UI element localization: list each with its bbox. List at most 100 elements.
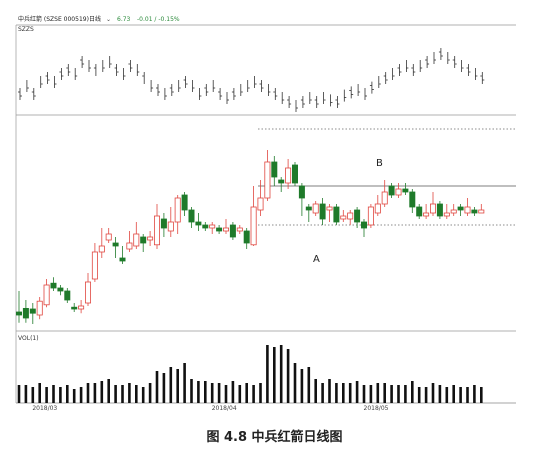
figure-caption: 图 4.8 中兵红箭日线图 [206,430,343,445]
candle-body [257,197,264,211]
candle-body [347,212,354,220]
candle-body [298,185,305,199]
candle-body [105,233,112,241]
volume-bar [107,379,110,403]
candle-body [188,209,195,223]
candle-body [126,242,133,250]
volume-bar [197,381,200,403]
x-tick-label: 2018/04 [212,405,237,412]
volume-bar [24,385,28,403]
candle-body [133,233,140,247]
volume-bar [79,387,83,403]
candle-body [71,306,78,310]
candle-body [340,215,347,220]
volume-bar [466,387,469,403]
volume-bar [135,385,138,403]
volume-bar [300,369,304,403]
volume-bar [31,387,35,403]
candle-body [402,188,409,193]
volume-bar [328,379,331,403]
annotation-label: A [313,254,320,265]
volume-bar [86,383,90,403]
volume-bar [204,381,207,403]
candle-body [202,224,209,229]
volume-bar [293,363,297,403]
volume-bar [383,383,386,403]
volume-bar [445,387,449,403]
volume-bar [355,381,359,403]
volume-bar [176,369,179,403]
volume-bar [238,385,242,403]
volume-bar [279,345,283,403]
candle-body [285,167,292,184]
candles [15,150,485,324]
candle-body [91,251,98,280]
candle-body [153,215,160,246]
candle-body [140,236,147,244]
candle-body [409,191,416,208]
volume-bar [162,373,166,403]
volume-bars [17,345,483,403]
candle-body [381,191,388,205]
volume-bar [252,385,255,403]
volume-bar [128,383,131,403]
volume-bar [411,381,414,403]
volume-bar [390,385,393,403]
candle-body [119,257,126,262]
x-tick-label: 2018/05 [364,405,389,412]
candle-body [305,206,312,211]
candle-body [326,206,333,211]
volume-bar [100,381,104,403]
header-price: 6.73 [117,16,131,23]
volume-bar [93,383,97,403]
volume-bar [231,381,235,403]
volume-bar [342,383,345,403]
volume-bar [480,387,483,403]
volume-bar [45,387,48,403]
volume-bar [114,385,117,403]
candle-body [29,308,36,314]
x-tick-label: 2018/03 [32,405,57,412]
candle-body [367,206,374,226]
volume-bar [307,367,311,403]
volume-bar [259,383,262,403]
volume-bar [245,383,248,403]
volume-bar [397,385,400,403]
volume-bar [369,385,373,403]
candle-body [333,206,340,223]
chevron-down-icon: ⌄ [106,16,111,23]
candle-body [36,300,43,316]
header-stock-label: 中兵红箭 (SZSE 000519) [18,15,89,23]
candle-body [436,203,443,217]
candle-body [278,179,285,184]
volume-bar [217,383,221,403]
volume-bar [183,363,186,403]
volume-bar [473,385,476,403]
candle-body [50,282,57,289]
volume-bar [155,371,159,403]
candle-body [147,236,154,241]
volume-bar [72,389,76,403]
candle-body [22,307,29,319]
candle-body [319,203,326,220]
volume-bar [431,383,435,403]
candle-body [374,203,381,214]
volume-bar [459,387,462,403]
volume-bar [121,385,124,403]
candle-body [160,218,167,229]
candle-body [464,206,471,214]
candle-body [98,245,105,253]
candle-body [222,227,229,232]
candle-body [209,224,216,229]
candle-body [167,221,174,232]
volume-bar [348,383,352,403]
candle-body [174,197,181,223]
candle-body [478,209,485,214]
candle-body [264,161,271,199]
candle-body [471,209,478,214]
volume-bar [59,387,62,403]
candle-body [360,221,367,229]
volume-bar [335,383,338,403]
x-ticks: 2018/03 2018/04 2018/05 [32,405,388,412]
candle-body [229,224,236,238]
